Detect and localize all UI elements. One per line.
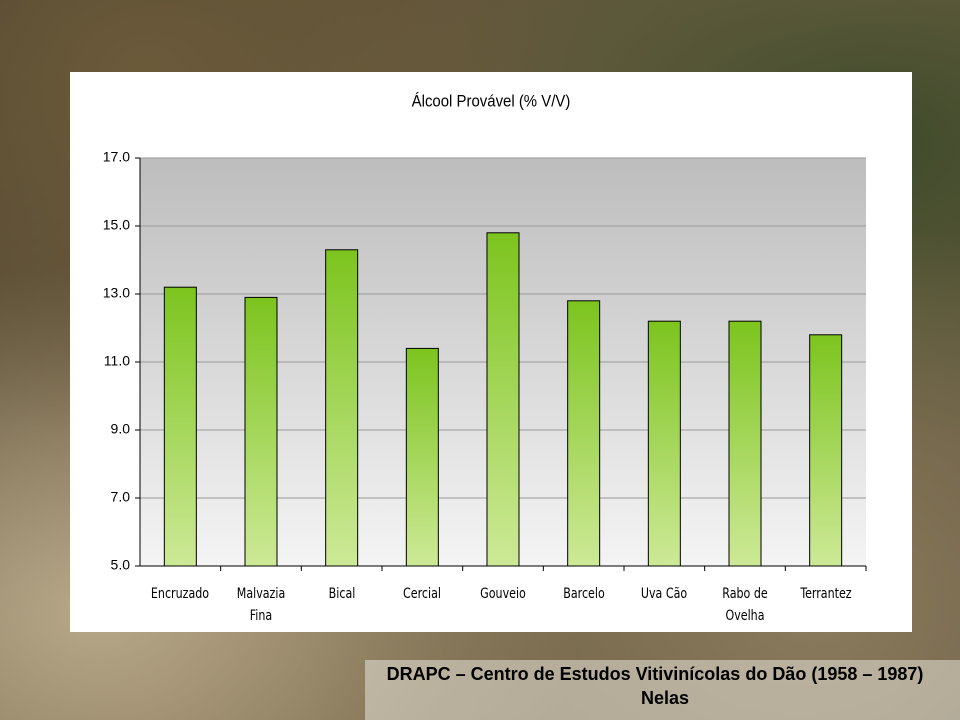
- chart-title: Álcool Provável (% V/V): [412, 91, 571, 111]
- bar: [486, 232, 520, 567]
- y-tick-label: 17.0: [103, 149, 130, 165]
- y-tick-label: 15.0: [103, 217, 130, 233]
- bar: [567, 300, 601, 567]
- x-tick-label: Bical: [328, 586, 355, 602]
- x-tick-label: Malvazia Fina: [236, 586, 286, 624]
- y-tick-label: 13.0: [103, 285, 130, 301]
- bar: [405, 347, 439, 567]
- x-tick-label: Barcelo: [562, 586, 605, 602]
- bar: [647, 320, 681, 567]
- x-tick-label: Rabo de Ovelha: [722, 586, 768, 624]
- bar: [244, 296, 278, 567]
- footer-backdrop: [365, 660, 960, 720]
- x-tick-label: Gouveio: [480, 586, 526, 602]
- x-tick-label: Uva Cão: [641, 586, 688, 602]
- bar: [325, 249, 359, 567]
- footer-line: DRAPC – Centro de Estudos Vitivinícolas …: [386, 664, 924, 684]
- x-tick-label: Encruzado: [151, 586, 210, 602]
- y-tick-label: 9.0: [111, 421, 131, 437]
- x-tick-label: Cercial: [403, 586, 442, 602]
- bar: [163, 286, 197, 567]
- y-tick-label: 11.0: [104, 353, 130, 369]
- y-tick-label: 5.0: [111, 557, 131, 573]
- x-tick-label: Terrantez: [800, 586, 852, 602]
- y-tick-label: 7.0: [111, 489, 131, 505]
- bar: [728, 320, 762, 567]
- footer-line: Nelas: [640, 688, 690, 708]
- bar: [809, 334, 843, 567]
